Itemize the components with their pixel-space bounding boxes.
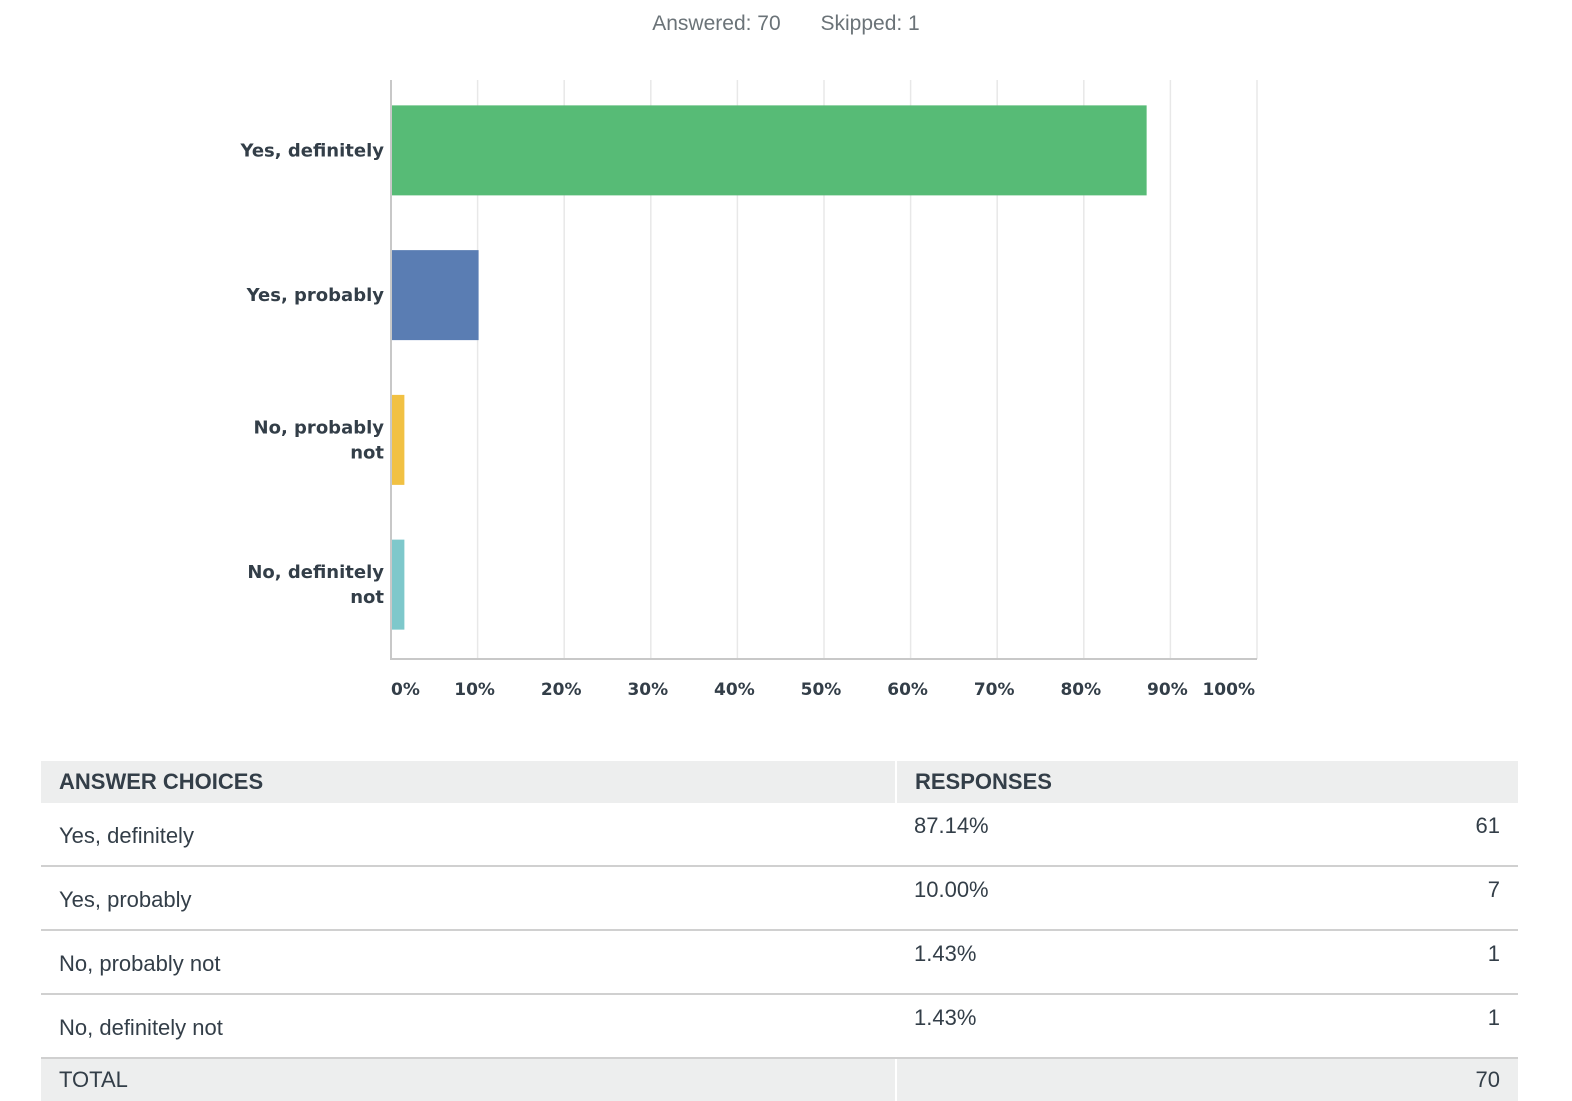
response-percent: 10.00% (896, 866, 1299, 931)
response-percent: 1.43% (896, 994, 1299, 1059)
x-tick-label: 40% (714, 680, 755, 700)
x-tick-label: 0% (391, 680, 420, 700)
responses-table: ANSWER CHOICES RESPONSES Yes, definitely… (41, 761, 1518, 1101)
x-tick-label: 30% (627, 680, 668, 700)
x-tick-label: 70% (974, 680, 1015, 700)
answer-choice: No, probably not (41, 930, 896, 995)
response-count: 7 (1298, 866, 1518, 931)
skipped-count: Skipped: 1 (820, 12, 920, 35)
x-tick-label: 50% (801, 680, 842, 700)
table-row: Yes, probably 10.00% 7 (41, 866, 1518, 931)
x-tick-label: 20% (541, 680, 582, 700)
answered-count: Answered: 70 (652, 12, 781, 35)
y-category-label: Yes, probably (246, 285, 385, 306)
x-tick-label: 100% (1202, 680, 1255, 700)
bar (392, 250, 479, 341)
response-percent: 1.43% (896, 930, 1299, 995)
bar (392, 105, 1147, 196)
y-category-label: Yes, definitely (239, 140, 384, 161)
response-summary: Answered: 70 Skipped: 1 (0, 12, 1572, 36)
header-responses: RESPONSES (895, 761, 1518, 803)
y-category-label: not (350, 442, 384, 463)
table-row: No, definitely not 1.43% 1 (41, 994, 1518, 1059)
response-percent: 87.14% (896, 803, 1299, 867)
bar-chart: 0% 10% 20% 30% 40% 50% 60% 70% 80% 90% 100% Yes, de… (239, 80, 1258, 700)
x-tick-label: 10% (454, 680, 495, 700)
header-answer-choices: ANSWER CHOICES (41, 761, 896, 803)
x-tick-label: 80% (1060, 680, 1101, 700)
bar (392, 539, 405, 630)
table-row: No, probably not 1.43% 1 (41, 930, 1518, 995)
bar (392, 394, 405, 485)
y-category-label: No, definitely (247, 562, 384, 583)
x-tick-label: 90% (1147, 680, 1188, 700)
table-row: Yes, definitely 87.14% 61 (41, 803, 1518, 867)
answer-choice: Yes, probably (41, 866, 896, 931)
response-count: 61 (1298, 803, 1518, 867)
response-count: 1 (1298, 994, 1518, 1059)
answer-choice: No, definitely not (41, 994, 896, 1059)
y-category-label: not (350, 587, 384, 608)
x-tick-label: 60% (887, 680, 928, 700)
y-category-label: No, probably (254, 417, 385, 438)
answer-choice: Yes, definitely (41, 803, 896, 867)
response-count: 1 (1298, 930, 1518, 995)
